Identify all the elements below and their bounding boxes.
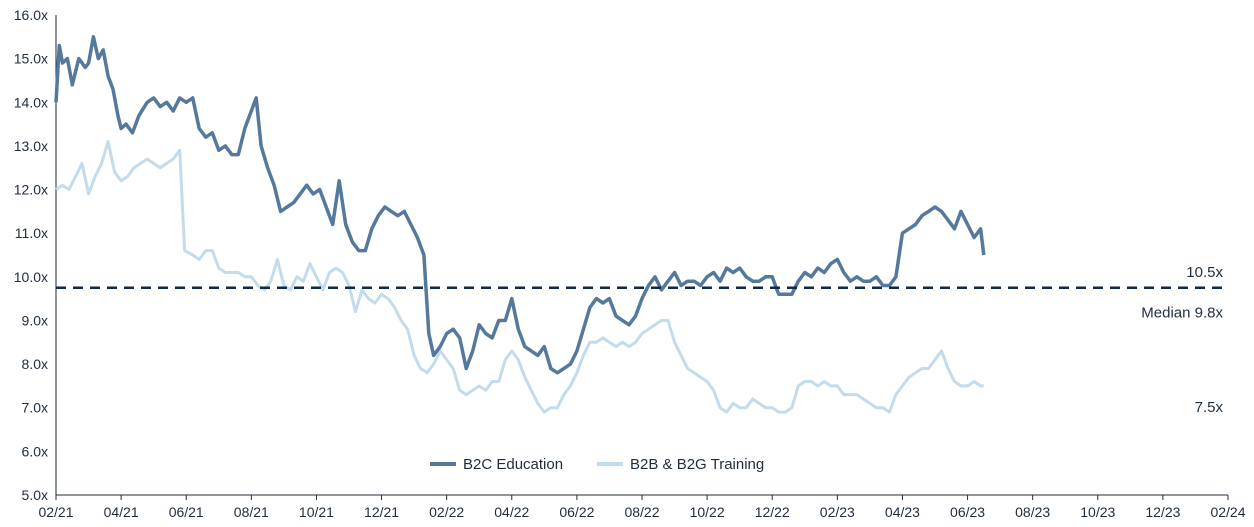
- x-tick-label: 02/24: [1210, 504, 1245, 520]
- x-tick-label: 06/21: [169, 504, 204, 520]
- y-tick-label: 9.0x: [22, 312, 48, 328]
- end-label-b2b: 7.5x: [1195, 399, 1224, 416]
- x-tick-label: 10/23: [1080, 504, 1115, 520]
- x-tick-label: 06/22: [559, 504, 594, 520]
- legend-label-b2c: B2C Education: [463, 456, 563, 473]
- y-tick-label: 16.0x: [14, 7, 48, 23]
- x-tick-label: 10/22: [690, 504, 725, 520]
- y-tick-label: 12.0x: [14, 182, 48, 198]
- x-tick-label: 04/21: [104, 504, 139, 520]
- y-tick-label: 7.0x: [22, 400, 48, 416]
- x-tick-label: 12/21: [364, 504, 399, 520]
- median-label: Median 9.8x: [1141, 305, 1223, 322]
- x-tick-label: 02/22: [429, 504, 464, 520]
- y-tick-label: 14.0x: [14, 94, 48, 110]
- x-tick-label: 02/23: [820, 504, 855, 520]
- series-line-b2b-training: [55, 140, 984, 414]
- x-tick-label: 08/23: [1015, 504, 1050, 520]
- x-axis-ticks: 02/21 04/21 06/21 08/21 10/21 12/21 02/22 04/22…: [38, 495, 1246, 520]
- x-tick-label: 08/22: [624, 504, 659, 520]
- y-tick-label: 13.0x: [14, 138, 48, 154]
- x-tick-label: 02/21: [38, 504, 73, 520]
- x-tick-label: 10/21: [299, 504, 334, 520]
- y-tick-label: 10.0x: [14, 269, 48, 285]
- x-tick-label: 12/23: [1145, 504, 1180, 520]
- y-tick-label: 11.0x: [15, 225, 48, 241]
- end-label-b2c: 10.5x: [1186, 264, 1223, 281]
- y-tick-label: 5.0x: [22, 487, 48, 503]
- y-tick-label: 6.0x: [22, 443, 48, 459]
- y-tick-label: 15.0x: [14, 51, 48, 67]
- legend: B2C Education B2B & B2G Training: [430, 456, 764, 473]
- x-tick-label: 04/23: [885, 504, 920, 520]
- x-tick-label: 12/22: [755, 504, 790, 520]
- x-tick-label: 06/23: [950, 504, 985, 520]
- legend-label-b2b: B2B & B2G Training: [630, 456, 764, 473]
- y-tick-label: 8.0x: [22, 356, 48, 372]
- series-line-b2c-education: [54, 35, 986, 375]
- x-tick-label: 04/22: [494, 504, 529, 520]
- y-axis-ticks: 5.0x 6.0x 7.0x 8.0x 9.0x 10.0x 11.0x 12.0x 13.0x…: [14, 7, 48, 503]
- x-tick-label: 08/21: [234, 504, 269, 520]
